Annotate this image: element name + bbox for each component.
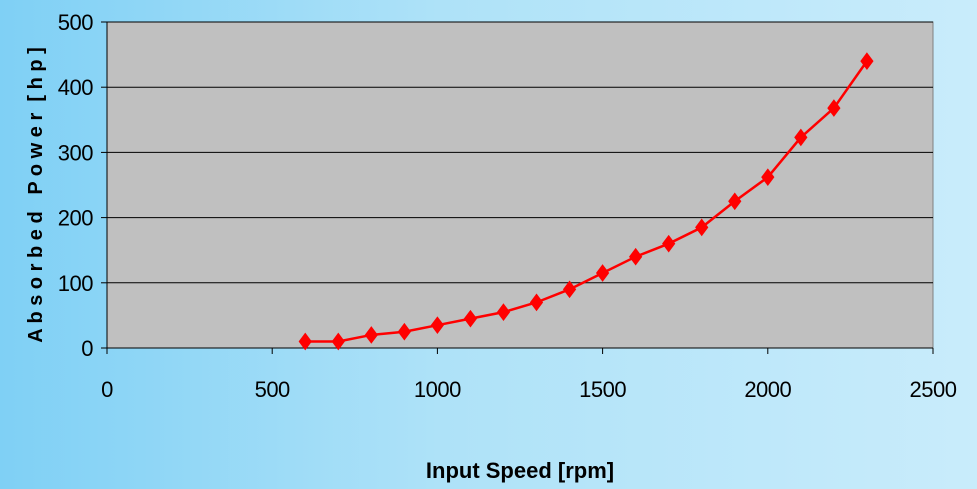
data-point-1100 — [463, 309, 478, 328]
y-tick-label-0: 0 — [81, 336, 93, 361]
data-point-600 — [298, 332, 312, 351]
series-absorbed-power — [298, 52, 874, 351]
data-point-1600 — [629, 247, 643, 266]
data-point-1700 — [662, 234, 676, 253]
data-point-1800 — [695, 218, 709, 237]
y-tick-label-300: 300 — [58, 140, 93, 165]
x-tick-label-500: 500 — [255, 377, 290, 402]
data-point-2200 — [827, 99, 841, 117]
data-point-700 — [331, 332, 345, 351]
x-tick-label-0: 0 — [101, 377, 113, 402]
x-tick-label-1500: 1500 — [579, 377, 626, 402]
data-point-1200 — [496, 303, 511, 321]
y-tick-label-200: 200 — [58, 206, 93, 231]
y-tick-label-100: 100 — [58, 271, 93, 296]
x-tick-label-2000: 2000 — [744, 377, 791, 402]
data-point-800 — [364, 326, 378, 344]
plot-area — [106, 21, 934, 349]
x-tick-labels: 0 500 1000 1500 2000 2500 — [101, 377, 957, 402]
data-point-2100 — [794, 128, 808, 147]
y-tick-label-400: 400 — [58, 75, 93, 100]
x-axis-title: Input Speed [rpm] — [426, 458, 614, 483]
data-point-1500 — [595, 264, 610, 282]
data-point-1900 — [728, 192, 742, 211]
x-tick-label-1000: 1000 — [414, 377, 461, 402]
y-axis-title: A b s o r b e d P o w e r [ h p ] — [25, 47, 47, 343]
data-point-2000 — [761, 168, 775, 187]
data-point-2300 — [860, 52, 874, 70]
gridlines — [107, 21, 933, 284]
x-tick-label-2500: 2500 — [910, 377, 957, 402]
y-tick-labels: 0 100 200 300 400 500 — [58, 10, 94, 361]
y-tick-label-500: 500 — [58, 10, 93, 35]
data-point-1300 — [529, 293, 544, 312]
axes — [101, 21, 934, 354]
data-point-900 — [397, 322, 411, 341]
data-point-1000 — [430, 316, 445, 335]
data-point-1400 — [562, 280, 577, 299]
